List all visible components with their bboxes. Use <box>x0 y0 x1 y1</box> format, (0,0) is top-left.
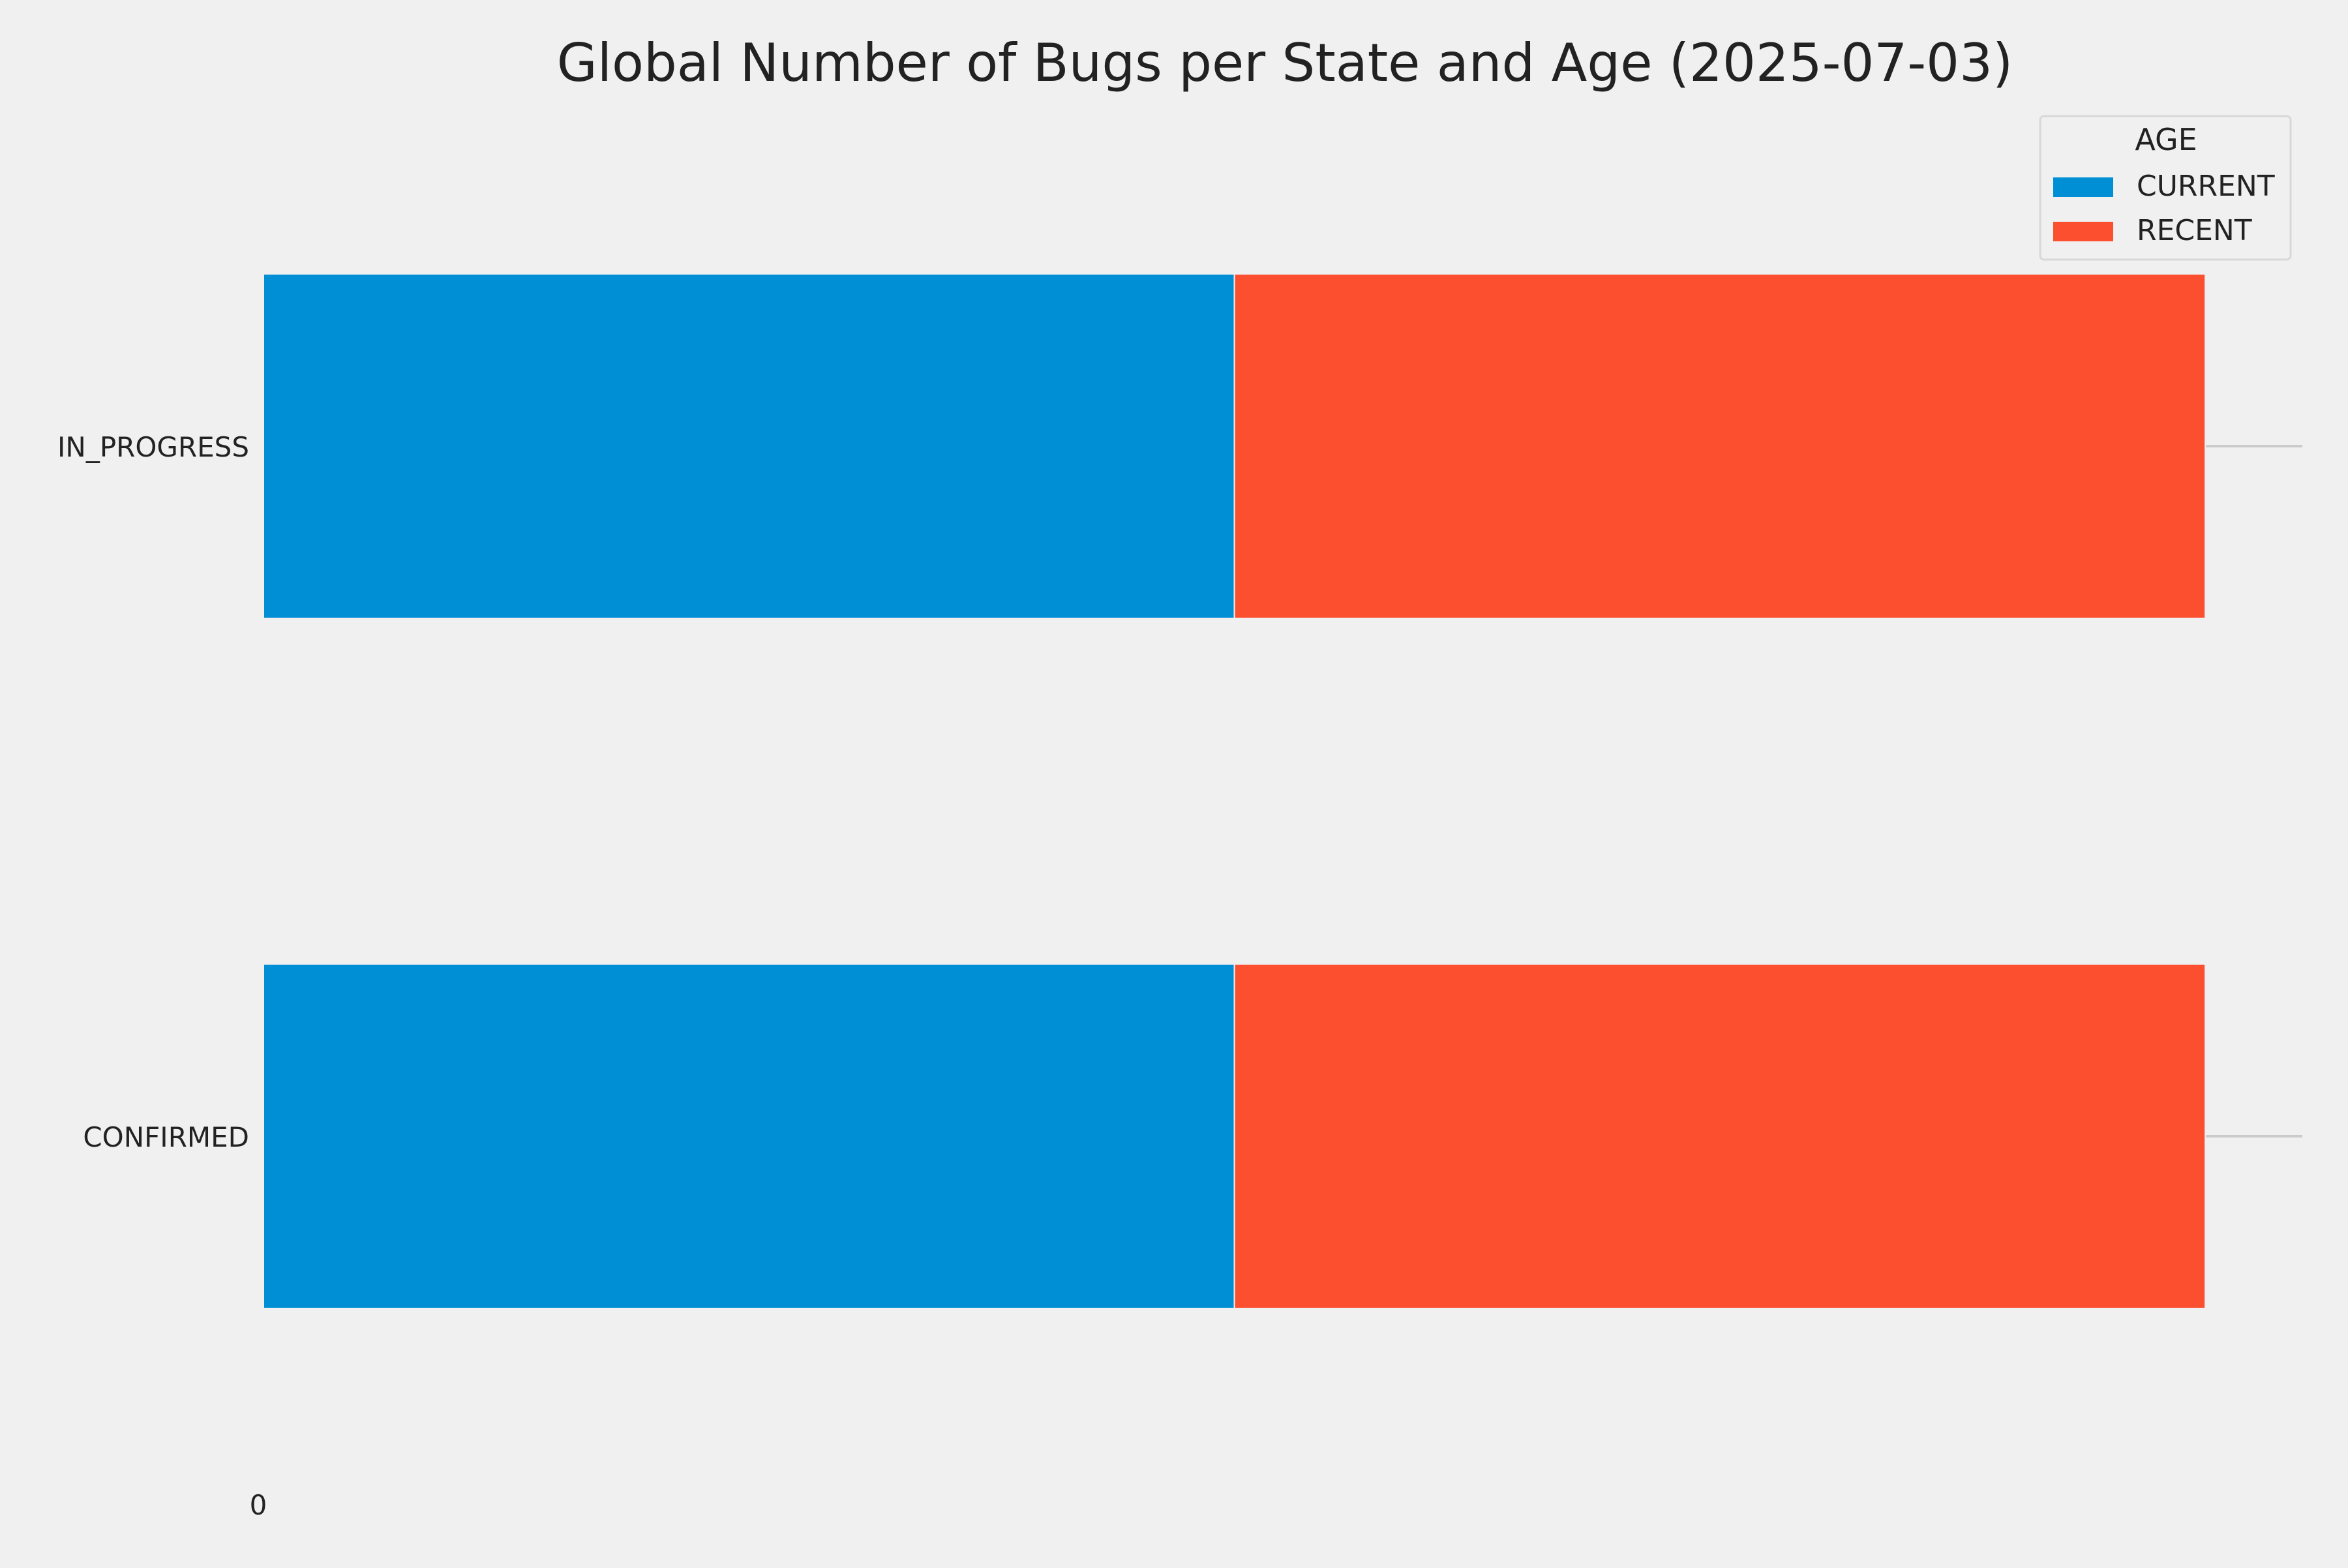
legend-label-current: CURRENT <box>2137 170 2275 203</box>
legend-swatch-recent <box>2053 222 2113 241</box>
legend: AGE CURRENT RECENT <box>2039 115 2292 261</box>
legend-title: AGE <box>2135 122 2197 157</box>
y-tick-label: CONFIRMED <box>83 1121 249 1153</box>
bar-layer <box>263 273 2206 1309</box>
chart-title: Global Number of Bugs per State and Age … <box>557 33 2013 93</box>
legend-label-recent: RECENT <box>2137 214 2252 247</box>
y-tick-label: IN_PROGRESS <box>57 431 249 463</box>
bar-recent-in_progress <box>1233 273 2206 619</box>
axis-layer: IN_PROGRESS CONFIRMED 0 <box>57 431 267 1521</box>
bar-recent-confirmed <box>1233 963 2206 1309</box>
bar-current-in_progress <box>263 273 1235 619</box>
legend-swatch-current <box>2053 177 2113 197</box>
bar-current-confirmed <box>263 963 1235 1309</box>
x-tick-label: 0 <box>250 1489 267 1521</box>
